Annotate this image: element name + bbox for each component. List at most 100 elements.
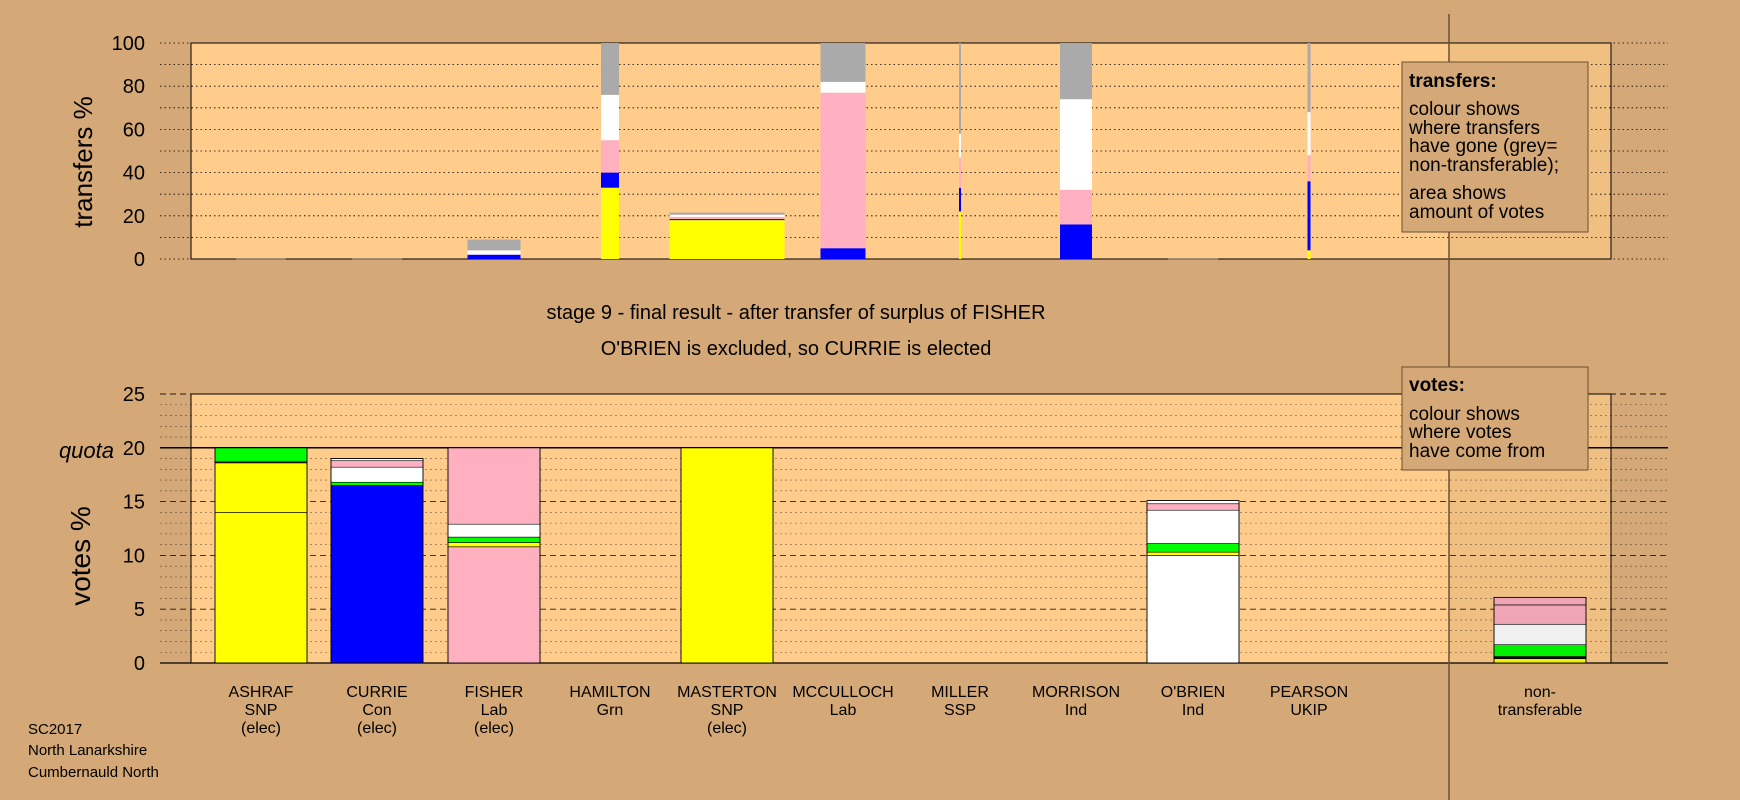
transfers-legend-box xyxy=(1401,61,1589,233)
transfers-bar-segment xyxy=(959,211,961,259)
transfers-bar-segment xyxy=(1307,43,1311,113)
votes-bar-segment xyxy=(447,546,541,664)
candidate-label: SNP xyxy=(245,702,278,719)
candidate-label: Grn xyxy=(597,702,624,719)
candidate-label: Lab xyxy=(830,702,857,719)
votes-legend-line: where votes xyxy=(1408,422,1511,443)
transfers-bar-segment xyxy=(1060,43,1092,100)
transfers-bar-segment xyxy=(1307,250,1311,259)
nontransferable-label: transferable xyxy=(1498,702,1583,719)
votes-legend-box xyxy=(1401,366,1589,471)
transfers-legend-line: amount of votes xyxy=(1409,202,1544,223)
transfers-y-tick-label: 80 xyxy=(123,76,145,98)
transfers-bar-segment xyxy=(820,248,866,259)
transfers-legend-line: area shows xyxy=(1409,183,1506,204)
transfers-bar-segment xyxy=(467,254,521,259)
votes-bar-segment xyxy=(447,542,541,548)
transfers-y-axis-label: transfers % xyxy=(68,96,98,228)
votes-bar-segment xyxy=(214,512,308,664)
votes-bar-segment xyxy=(214,462,308,513)
transfers-y-ticks: 0 20 40 60 80 100 xyxy=(112,33,145,271)
candidate-label: PEARSON xyxy=(1270,684,1348,701)
votes-bar-outline xyxy=(1146,500,1240,664)
candidate-label: SSP xyxy=(944,702,976,719)
transfers-legend-line: colour shows xyxy=(1409,99,1520,120)
candidate-label: Lab xyxy=(481,702,508,719)
votes-bar-outline xyxy=(447,447,541,664)
transfers-legend-line: non-transferable); xyxy=(1409,155,1559,176)
transfers-bar-segment xyxy=(959,157,961,188)
candidate-label: Con xyxy=(362,702,391,719)
candidate-label: MILLER xyxy=(931,684,989,701)
votes-bar-segment xyxy=(1146,555,1240,664)
transfers-bar-segment xyxy=(669,214,785,217)
votes-bar-segment xyxy=(447,447,541,525)
transfers-legend-line: have gone (grey= xyxy=(1409,136,1557,157)
candidate-label: MASTERTON xyxy=(677,684,777,701)
candidate-label: CURRIE xyxy=(346,684,407,701)
stage-result: O'BRIEN is excluded, so CURRIE is electe… xyxy=(601,338,992,360)
transfers-bar-segment xyxy=(1060,189,1092,225)
transfers-legend-title: transfers: xyxy=(1409,71,1497,92)
votes-legend: votes: colour shows where votes have com… xyxy=(1401,366,1589,471)
candidate-label: Ind xyxy=(1065,702,1087,719)
transfers-y-tick-label: 40 xyxy=(123,163,145,185)
votes-legend-title: votes: xyxy=(1409,375,1465,396)
nontransferable-bar-outline xyxy=(1493,596,1587,664)
transfers-legend: transfers: colour shows where transfers … xyxy=(1401,61,1589,233)
transfers-legend-line: where transfers xyxy=(1408,118,1540,139)
transfers-bar-segment xyxy=(820,43,866,82)
votes-plot-area xyxy=(190,393,1612,664)
stage-title: stage 9 - final result - after transfer … xyxy=(546,302,1045,324)
transfers-y-tick-label: 100 xyxy=(112,33,145,55)
votes-bar-segment xyxy=(680,447,774,664)
votes-bar-segment xyxy=(330,466,424,483)
votes-legend-line: colour shows xyxy=(1409,404,1520,425)
candidate-label: (elec) xyxy=(241,720,281,737)
quota-label: quota xyxy=(59,438,114,463)
votes-y-axis-label: votes % xyxy=(65,506,96,606)
candidate-label: (elec) xyxy=(474,720,514,737)
votes-bar-segment xyxy=(1146,503,1240,511)
candidate-label: O'BRIEN xyxy=(1161,684,1225,701)
votes-y-tick-label: 15 xyxy=(123,492,145,514)
candidate-label: (elec) xyxy=(357,720,397,737)
transfers-plot-area xyxy=(190,42,1612,260)
candidate-label: HAMILTON xyxy=(569,684,650,701)
votes-bar-segment xyxy=(1146,551,1240,556)
candidate-label: ASHRAF xyxy=(229,684,294,701)
transfers-bar-segment xyxy=(467,239,521,251)
votes-y-tick-label: 20 xyxy=(123,438,145,460)
transfers-bars xyxy=(236,43,1311,260)
votes-bar-outline xyxy=(330,458,424,664)
transfers-bar-segment xyxy=(669,212,785,215)
transfers-bar-segment xyxy=(1307,112,1311,156)
votes-bar-segment xyxy=(447,523,541,538)
votes-bar-outline xyxy=(680,447,774,664)
transfers-bar-segment xyxy=(820,92,866,249)
candidate-label: MCCULLOCH xyxy=(792,684,893,701)
transfers-bar-segment xyxy=(959,43,961,134)
transfers-bar-segment xyxy=(601,94,619,141)
votes-y-ticks: 0 5 10 15 20 25 xyxy=(123,384,145,675)
transfers-bar-segment xyxy=(601,140,619,173)
transfers-bar-segment xyxy=(1307,155,1311,182)
transfers-bar-segment xyxy=(601,43,619,95)
votes-bars xyxy=(214,447,1587,664)
transfers-bar-segment xyxy=(669,216,785,220)
votes-bar-segment xyxy=(447,536,541,543)
transfers-bar-segment xyxy=(959,187,961,212)
transfers-bar-segment xyxy=(669,220,785,259)
transfers-bar-segment xyxy=(1060,99,1092,190)
transfers-bar-segment xyxy=(601,187,619,259)
votes-bar-segment xyxy=(1146,500,1240,505)
votes-bar-segment xyxy=(1146,543,1240,553)
votes-bar-segment xyxy=(330,460,424,468)
transfers-bar-segment xyxy=(1060,224,1092,259)
transfers-y-tick-label: 20 xyxy=(123,206,145,228)
votes-bar-segment xyxy=(1146,509,1240,544)
votes-bar-segment xyxy=(330,481,424,486)
transfers-bar-segment xyxy=(1307,181,1311,251)
